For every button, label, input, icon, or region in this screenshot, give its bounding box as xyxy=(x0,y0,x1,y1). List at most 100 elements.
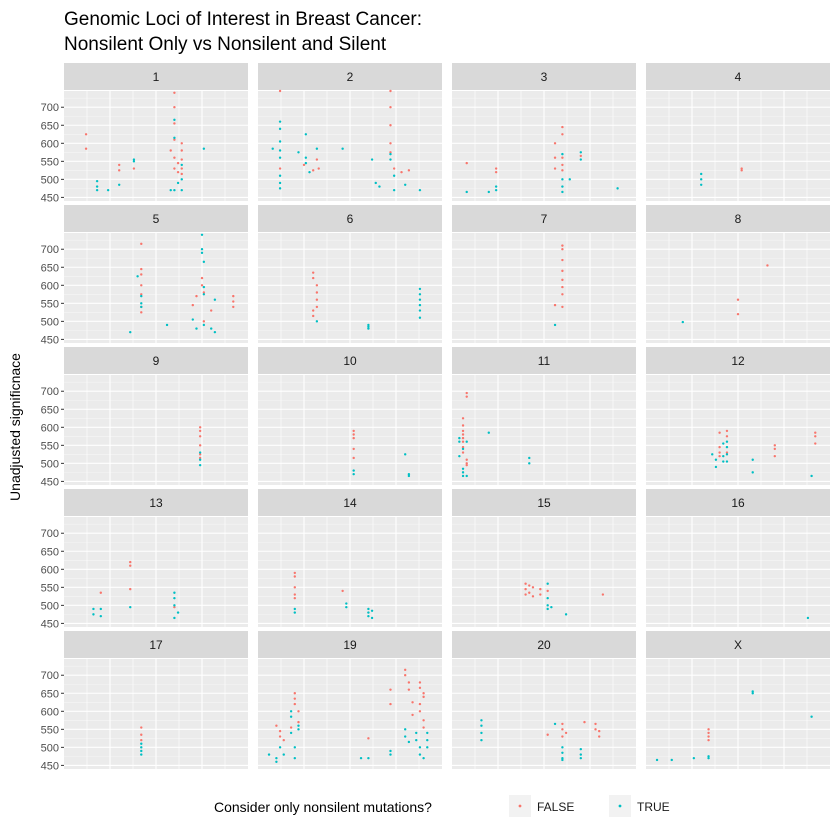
point-false xyxy=(524,593,527,596)
facet-panel-4: 4 xyxy=(646,63,830,201)
point-false xyxy=(180,142,183,145)
facet-strip-label: 19 xyxy=(343,638,357,652)
chart-title-line-1: Genomic Loci of Interest in Breast Cance… xyxy=(64,9,422,30)
point-true xyxy=(553,323,557,327)
point-false xyxy=(553,303,557,307)
point-false xyxy=(317,167,320,170)
point-false xyxy=(422,726,425,729)
point-false xyxy=(531,586,535,589)
y-tick-label: 450 xyxy=(41,618,59,630)
gridlines xyxy=(646,659,830,769)
point-true xyxy=(278,746,282,749)
point-true xyxy=(480,738,483,742)
legend-label: FALSE xyxy=(537,800,574,814)
point-false xyxy=(546,733,549,736)
point-false xyxy=(461,429,465,433)
point-false xyxy=(561,285,564,289)
point-false xyxy=(389,142,392,145)
point-true xyxy=(95,188,99,192)
gridlines xyxy=(646,375,830,485)
gridlines xyxy=(646,517,830,627)
point-true xyxy=(751,458,754,461)
point-false xyxy=(173,138,176,141)
point-true xyxy=(352,469,355,472)
point-false xyxy=(293,692,296,695)
point-true xyxy=(180,188,183,192)
y-tick-label: 600 xyxy=(41,138,59,150)
y-axis-title: Unadjusted significnace xyxy=(7,353,23,501)
point-true xyxy=(275,756,278,760)
point-true xyxy=(810,715,813,718)
point-true xyxy=(367,756,370,760)
point-false xyxy=(202,320,206,323)
point-false xyxy=(583,720,586,724)
point-true xyxy=(700,183,703,186)
point-false xyxy=(524,582,527,585)
point-false xyxy=(561,293,564,296)
point-false xyxy=(352,433,355,436)
point-false xyxy=(352,447,355,451)
y-tick-label: 700 xyxy=(41,670,59,682)
point-false xyxy=(312,169,315,172)
point-true xyxy=(278,181,282,185)
facet-strip xyxy=(64,63,248,90)
point-true xyxy=(568,178,571,181)
point-true xyxy=(370,616,374,620)
facet-panel-12: 12 xyxy=(646,347,830,485)
point-false xyxy=(465,463,468,467)
facet-strip-label: 9 xyxy=(153,354,160,368)
facet-strip xyxy=(452,489,636,516)
point-false xyxy=(232,305,235,309)
facet-strip xyxy=(258,347,442,374)
point-true xyxy=(389,152,392,156)
point-false xyxy=(461,451,465,454)
point-false xyxy=(411,701,414,704)
point-true xyxy=(655,758,659,762)
point-true xyxy=(407,474,411,478)
point-false xyxy=(461,433,465,436)
point-true xyxy=(725,445,729,449)
point-false xyxy=(594,722,597,726)
facet-strip xyxy=(258,63,442,90)
point-false xyxy=(140,311,143,314)
point-false xyxy=(461,445,465,449)
point-true xyxy=(202,260,206,264)
point-false xyxy=(180,172,183,176)
point-false xyxy=(740,169,743,172)
point-false xyxy=(176,161,180,165)
point-true xyxy=(487,431,490,434)
point-true xyxy=(465,190,468,194)
point-true xyxy=(367,614,370,618)
gridlines xyxy=(258,91,442,201)
point-false xyxy=(312,276,315,280)
point-true xyxy=(202,285,206,289)
point-false xyxy=(404,668,407,672)
point-true xyxy=(404,728,407,731)
point-true xyxy=(118,183,121,186)
point-true xyxy=(267,753,271,756)
y-axis: 450 500 550 600 650 700 xyxy=(41,102,64,204)
point-true xyxy=(378,185,381,188)
facet-strip-label: 4 xyxy=(735,70,742,84)
point-false xyxy=(598,729,601,733)
point-true xyxy=(579,151,582,154)
facet-panel-2: 2 xyxy=(258,63,442,201)
point-false xyxy=(422,692,425,695)
facet-strip xyxy=(646,631,830,658)
point-true xyxy=(480,719,483,722)
y-axis: 450 500 550 600 650 700 xyxy=(41,528,64,630)
point-true xyxy=(461,447,465,451)
point-true xyxy=(165,323,169,327)
point-true xyxy=(418,309,422,312)
point-false xyxy=(594,728,597,731)
point-false xyxy=(561,163,564,167)
point-true xyxy=(200,251,204,255)
y-tick-label: 700 xyxy=(41,528,59,540)
point-true xyxy=(140,302,143,305)
gridlines xyxy=(258,517,442,627)
point-false xyxy=(232,294,235,298)
point-true xyxy=(180,178,183,181)
point-true xyxy=(725,460,729,463)
point-false xyxy=(601,593,605,596)
point-false xyxy=(773,444,776,447)
